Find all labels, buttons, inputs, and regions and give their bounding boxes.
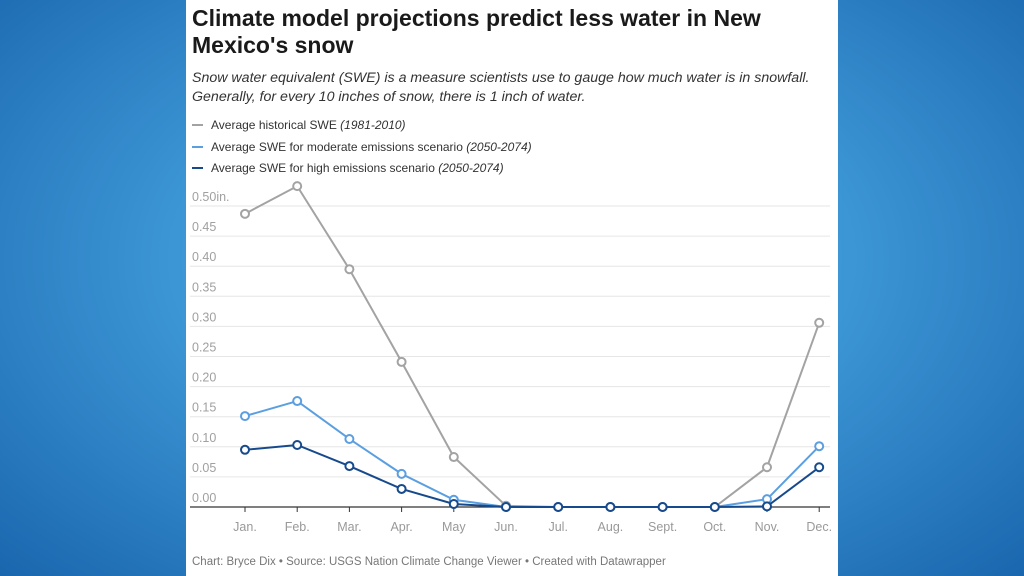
y-tick-label: 0.25 <box>192 341 216 355</box>
data-point <box>814 317 825 328</box>
chart-title: Climate model projections predict less w… <box>192 5 761 58</box>
legend-swatch <box>192 167 203 169</box>
data-point <box>814 441 825 452</box>
chart-subtitle: Snow water equivalent (SWE) is a measure… <box>192 70 810 105</box>
x-tick-label: Nov. <box>755 520 780 534</box>
y-tick-label: 0.40 <box>192 250 216 264</box>
data-point <box>657 502 668 512</box>
x-tick-label: Jun. <box>494 520 518 534</box>
series-line-2 <box>244 443 820 508</box>
data-point <box>240 411 250 422</box>
data-point <box>396 356 407 367</box>
legend-period: (2050-2074) <box>438 161 504 175</box>
y-tick-label: 0.15 <box>192 401 216 415</box>
y-tick-label: 0.10 <box>192 431 216 445</box>
y-tick-label: 0.20 <box>192 371 216 385</box>
data-point <box>448 452 459 463</box>
y-tick-label: 0.35 <box>192 280 216 294</box>
y-tick-label: 0.50in. <box>192 190 230 204</box>
x-tick-label: Jan. <box>233 520 257 534</box>
data-point <box>292 396 303 407</box>
data-point <box>344 461 355 472</box>
x-tick-label: Jul. <box>548 520 567 534</box>
data-point <box>240 444 250 455</box>
data-point <box>292 181 303 192</box>
x-tick-label: May <box>442 520 466 534</box>
legend-label: Average SWE for high emissions scenario <box>211 161 439 175</box>
y-tick-label: 0.00 <box>192 491 216 505</box>
data-point <box>709 502 720 512</box>
data-point <box>292 439 303 450</box>
x-tick-label: Dec. <box>806 520 832 534</box>
data-point <box>396 483 407 494</box>
y-tick-label: 0.30 <box>192 310 216 324</box>
legend-item-high: Average SWE for high emissions scenario … <box>192 161 504 175</box>
line-chart: 0.00 0.05 0.10 0.15 0.20 0.25 0.30 0.35 0.40 0.45… <box>190 181 832 534</box>
chart-footer: Chart: Bryce Dix • Source: USGS Nation C… <box>192 556 666 568</box>
data-point <box>814 462 825 473</box>
y-tick-label: 0.05 <box>192 461 216 475</box>
legend-swatch <box>192 146 203 148</box>
data-point <box>240 208 250 219</box>
data-point <box>344 264 355 275</box>
data-point <box>605 502 616 512</box>
x-tick-label: Oct. <box>703 520 726 534</box>
x-tick-label: Aug. <box>598 520 624 534</box>
x-tick-label: Sept. <box>648 520 677 534</box>
data-point <box>344 433 355 444</box>
x-tick-label: Apr. <box>390 520 412 534</box>
legend-item-moderate: Average SWE for moderate emissions scena… <box>192 140 532 154</box>
legend-label: Average SWE for moderate emissions scena… <box>211 140 467 154</box>
x-tick-label: Feb. <box>285 520 310 534</box>
data-point <box>448 498 459 509</box>
legend-period: (1981-2010) <box>340 118 406 132</box>
legend-swatch <box>192 124 203 126</box>
legend-period: (2050-2074) <box>466 140 532 154</box>
chart-panel: Climate model projections predict less w… <box>186 0 838 576</box>
data-point <box>396 468 407 479</box>
data-point <box>762 501 772 512</box>
data-point <box>762 462 772 473</box>
y-tick-label: 0.45 <box>192 220 216 234</box>
data-point <box>553 502 564 512</box>
legend-item-historical: Average historical SWE (1981-2010) <box>192 118 406 132</box>
data-point <box>501 502 511 512</box>
x-tick-label: Mar. <box>337 520 361 534</box>
legend-label: Average historical SWE <box>211 118 341 132</box>
